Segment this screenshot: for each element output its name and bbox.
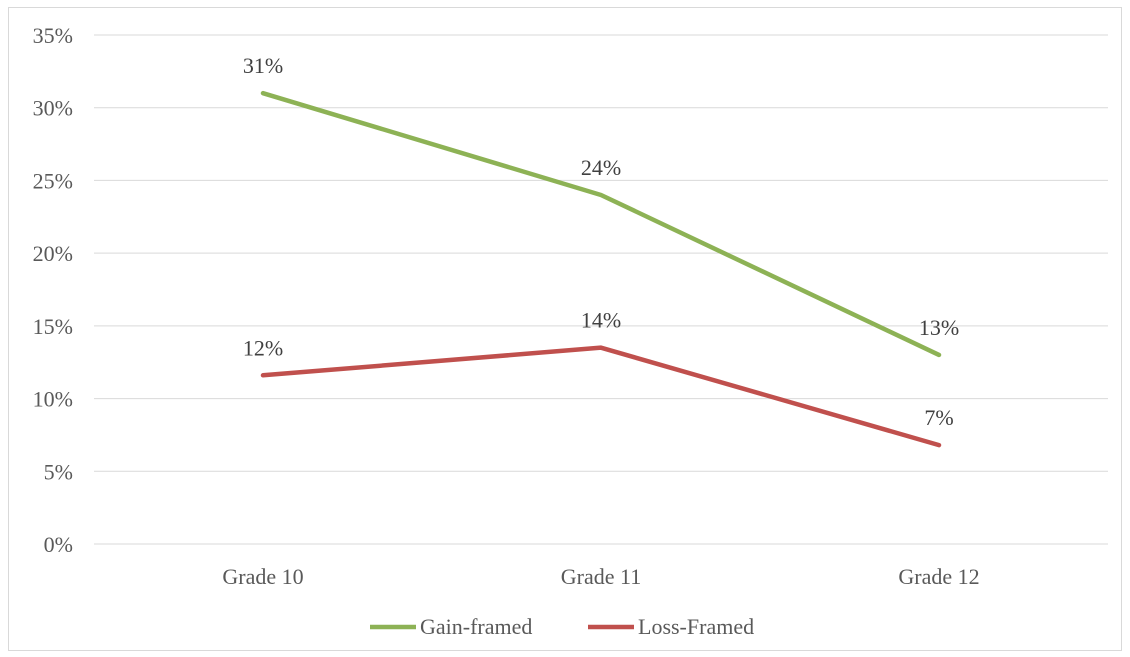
data-label: 12% xyxy=(243,335,283,360)
y-tick-label: 25% xyxy=(33,168,73,193)
y-tick-label: 5% xyxy=(44,459,73,484)
y-tick-label: 10% xyxy=(33,387,73,412)
series-line-loss-framed xyxy=(260,345,942,448)
x-tick-label: Grade 11 xyxy=(561,564,641,589)
data-label: 31% xyxy=(243,53,283,78)
data-labels: 31% 24% 13% 12% 14% 7% xyxy=(243,53,959,430)
legend-label: Gain-framed xyxy=(420,614,532,639)
y-axis: 0% 5% 10% 15% 20% 25% 30% 35% xyxy=(33,23,73,557)
data-label: 7% xyxy=(924,405,953,430)
legend: Gain-framed Loss-Framed xyxy=(370,614,754,639)
x-tick-label: Grade 10 xyxy=(222,564,303,589)
data-label: 14% xyxy=(581,308,621,333)
x-tick-label: Grade 12 xyxy=(898,564,979,589)
y-tick-label: 35% xyxy=(33,23,73,48)
y-tick-label: 30% xyxy=(33,96,73,121)
data-label: 13% xyxy=(919,315,959,340)
x-axis: Grade 10 Grade 11 Grade 12 xyxy=(222,564,979,589)
gridlines xyxy=(94,34,1108,545)
data-label: 24% xyxy=(581,155,621,180)
y-tick-label: 15% xyxy=(33,314,73,339)
series-lines xyxy=(260,90,942,448)
y-tick-label: 20% xyxy=(33,241,73,266)
y-tick-label: 0% xyxy=(44,532,73,557)
legend-label: Loss-Framed xyxy=(638,614,754,639)
